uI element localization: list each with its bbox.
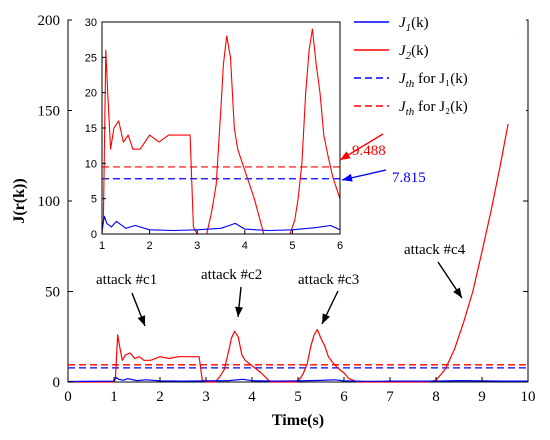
- annotation-attack-c2: attack #c2: [201, 267, 262, 283]
- annotation-attack-c1: attack #c1: [96, 272, 157, 288]
- y-tick-label: 200: [38, 13, 61, 29]
- threshold-j2-label: 9.488: [352, 143, 386, 159]
- x-tick-label: 2: [156, 389, 164, 405]
- legend-label: Jth for J₂(k): [399, 99, 468, 118]
- arrow-threshold-j1-head: [342, 173, 353, 182]
- main-series: [67, 34, 528, 383]
- inset-x-tick-label: 3: [194, 240, 200, 252]
- x-tick-label: 10: [521, 389, 536, 405]
- inset-y-ticks: 0 5 10 15 20 25 30: [85, 17, 106, 241]
- x-tick-label: 3: [202, 389, 210, 405]
- arrow-attack-c1-head: [137, 315, 146, 326]
- attack-annotations: attack #c1 attack #c2 attack #c3 attack …: [96, 242, 466, 288]
- x-tick-label: 8: [432, 389, 440, 405]
- y-tick-label: 0: [53, 375, 61, 391]
- main-series-line-j1: [67, 376, 528, 383]
- x-axis-label: Time(s): [272, 412, 324, 429]
- x-tick-label: 9: [478, 389, 486, 405]
- inset-x-tick-label: 5: [289, 240, 295, 252]
- annotation-attack-c4: attack #c4: [404, 242, 466, 258]
- y-tick-label: 100: [38, 194, 61, 210]
- inset-y-tick-label: 20: [85, 88, 97, 100]
- legend-box: [349, 6, 526, 124]
- inset-x-tick-label: 2: [147, 240, 153, 252]
- y-tick-label: 50: [45, 285, 60, 301]
- inset-series-line-j1: [101, 215, 341, 232]
- inset-y-tick-label: 15: [85, 123, 97, 135]
- legend-label: J1(k): [399, 15, 429, 34]
- y-tick-label: 150: [38, 104, 61, 120]
- inset-y-tick-label: 30: [85, 17, 97, 29]
- y-axis-label: J(r(k)): [11, 178, 28, 223]
- arrow-threshold-j2-head: [340, 151, 351, 160]
- annotation-attack-c3: attack #c3: [298, 272, 359, 288]
- inset-y-tick-label: 10: [85, 158, 97, 170]
- legend: J1(k) J2(k) Jth for J₁(k) Jth for J₂(k): [349, 6, 526, 124]
- x-tick-label: 7: [386, 389, 394, 405]
- inset-x-ticks: 1 2 3 4 5 6: [99, 230, 343, 252]
- inset-x-tick-label: 6: [337, 240, 343, 252]
- x-tick-label: 5: [294, 389, 302, 405]
- arrow-attack-c4-head: [453, 287, 462, 298]
- arrow-attack-c3-head: [322, 313, 330, 324]
- inset-series: [101, 28, 341, 235]
- inset-x-tick-label: 1: [99, 240, 105, 252]
- inset-x-tick-label: 4: [242, 240, 248, 252]
- inset-plot: 1 2 3 4 5 6 0 5 10 15 20 25 30: [72, 14, 354, 260]
- threshold-j1-label: 7.815: [392, 170, 426, 186]
- annotation-arrows: [131, 133, 463, 327]
- x-tick-label: 6: [340, 389, 348, 405]
- inset-y-tick-label: 5: [91, 194, 97, 206]
- x-tick-label: 4: [248, 389, 256, 405]
- x-tick-label: 1: [110, 389, 118, 405]
- arrow-attack-c2-head: [235, 306, 243, 317]
- inset-background: [72, 14, 354, 260]
- legend-label: Jth for J₁(k): [399, 71, 468, 90]
- inset-y-tick-label: 0: [91, 229, 97, 241]
- inset-series-line-j2: [101, 28, 341, 235]
- x-tick-label: 0: [64, 389, 72, 405]
- legend-label: J2(k): [399, 43, 429, 62]
- inset-y-tick-label: 25: [85, 52, 97, 64]
